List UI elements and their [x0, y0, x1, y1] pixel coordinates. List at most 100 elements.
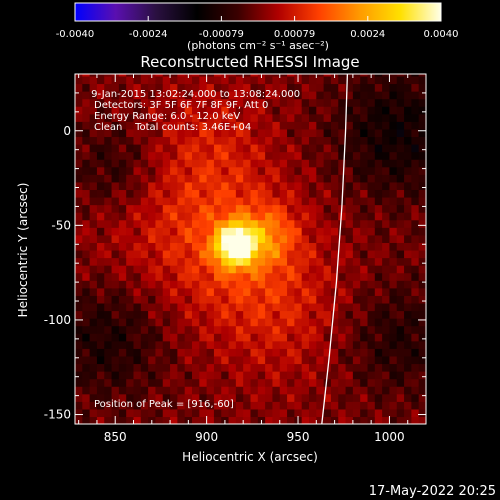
heatmap-cell	[316, 325, 325, 334]
heatmap-cell	[374, 310, 383, 319]
heatmap-cell	[126, 83, 135, 92]
heatmap-cell	[170, 113, 178, 122]
heatmap-cell	[104, 159, 113, 168]
heatmap-cell	[177, 189, 186, 198]
heatmap-cell	[221, 310, 230, 319]
heatmap-cell	[162, 408, 171, 418]
heatmap-cell	[352, 196, 361, 206]
heatmap-cell	[155, 386, 164, 395]
heatmap-cell	[352, 378, 361, 387]
heatmap-cell	[192, 401, 200, 410]
heatmap-cell	[177, 265, 186, 274]
heatmap-cell	[162, 295, 171, 304]
heatmap-cell	[389, 128, 398, 138]
heatmap-cell	[140, 159, 149, 168]
heatmap-cell	[177, 249, 186, 259]
heatmap-cell	[418, 401, 426, 410]
heatmap-cell	[133, 74, 142, 77]
heatmap-cell	[382, 91, 391, 100]
heatmap-cell	[111, 227, 120, 236]
heatmap-cell	[418, 386, 426, 395]
annotation-clean-counts: Clean Total counts: 3.46E+04	[94, 122, 251, 133]
heatmap-cell	[148, 144, 157, 153]
heatmap-cell	[155, 166, 164, 175]
heatmap-cell	[96, 257, 105, 266]
heatmap-cell	[184, 113, 193, 122]
heatmap-cell	[374, 234, 383, 243]
heatmap-cell	[404, 249, 412, 259]
heatmap-cell	[199, 234, 208, 243]
heatmap-cell	[309, 234, 317, 243]
heatmap-cell	[213, 166, 222, 175]
heatmap-cell	[118, 196, 127, 206]
heatmap-cell	[294, 325, 303, 334]
heatmap-cell	[213, 74, 222, 77]
heatmap-cell	[374, 121, 383, 130]
heatmap-cell	[367, 249, 376, 259]
heatmap-cell	[418, 166, 426, 175]
heatmap-cell	[411, 159, 420, 168]
heatmap-cell	[338, 249, 347, 259]
heatmap-cell	[133, 257, 142, 266]
heatmap-cell	[272, 257, 281, 266]
heatmap-cell	[213, 75, 222, 85]
heatmap-cell	[75, 355, 83, 365]
heatmap-cell	[133, 136, 142, 145]
heatmap-cell	[301, 310, 310, 319]
heatmap-cell	[96, 128, 105, 138]
heatmap-cell	[279, 159, 288, 168]
heatmap-cell	[367, 83, 376, 92]
heatmap-cell	[418, 408, 426, 418]
heatmap-cell	[272, 196, 281, 206]
heatmap-cell	[133, 234, 142, 243]
heatmap-cell	[111, 393, 120, 402]
heatmap-cell	[272, 295, 281, 304]
heatmap-cell	[345, 144, 354, 153]
heatmap-cell	[338, 348, 347, 357]
heatmap-cell	[89, 196, 98, 206]
heatmap-cell	[411, 113, 420, 122]
heatmap-cell	[374, 128, 383, 138]
heatmap-cell	[316, 333, 325, 342]
heatmap-cell	[221, 318, 230, 327]
heatmap-cell	[272, 181, 281, 191]
heatmap-cell	[389, 189, 398, 198]
heatmap-cell	[279, 386, 288, 395]
heatmap-cell	[140, 363, 149, 372]
heatmap-cell	[250, 219, 259, 228]
heatmap-cell	[104, 212, 113, 221]
heatmap-cell	[192, 98, 200, 107]
heatmap-cell	[104, 174, 113, 183]
heatmap-cell	[323, 257, 332, 266]
heatmap-cell	[294, 287, 303, 296]
heatmap-cell	[206, 189, 215, 198]
heatmap-cell	[257, 340, 266, 349]
heatmap-cell	[104, 136, 113, 145]
heatmap-cell	[301, 212, 310, 221]
heatmap-cell	[133, 355, 142, 365]
heatmap-cell	[382, 189, 391, 198]
heatmap-cell	[82, 166, 91, 175]
heatmap-cell	[162, 355, 171, 365]
heatmap-cell	[133, 249, 142, 259]
heatmap-cell	[265, 91, 274, 100]
heatmap-cell	[418, 302, 426, 312]
heatmap-cell	[213, 310, 222, 319]
heatmap-cell	[316, 151, 325, 160]
heatmap-cell	[221, 121, 230, 130]
heatmap-cell	[330, 106, 339, 115]
heatmap-cell	[118, 416, 127, 424]
heatmap-cell	[148, 212, 157, 221]
heatmap-cell	[265, 75, 274, 85]
heatmap-cell	[133, 363, 142, 372]
heatmap-cell	[243, 249, 252, 259]
heatmap-cell	[221, 151, 230, 160]
heatmap-cell	[155, 212, 164, 221]
heatmap-image	[75, 74, 426, 424]
heatmap-cell	[352, 136, 361, 145]
heatmap-cell	[411, 386, 420, 395]
heatmap-cell	[316, 189, 325, 198]
heatmap-cell	[206, 75, 215, 85]
heatmap-cell	[75, 333, 83, 342]
heatmap-cell	[265, 144, 274, 153]
